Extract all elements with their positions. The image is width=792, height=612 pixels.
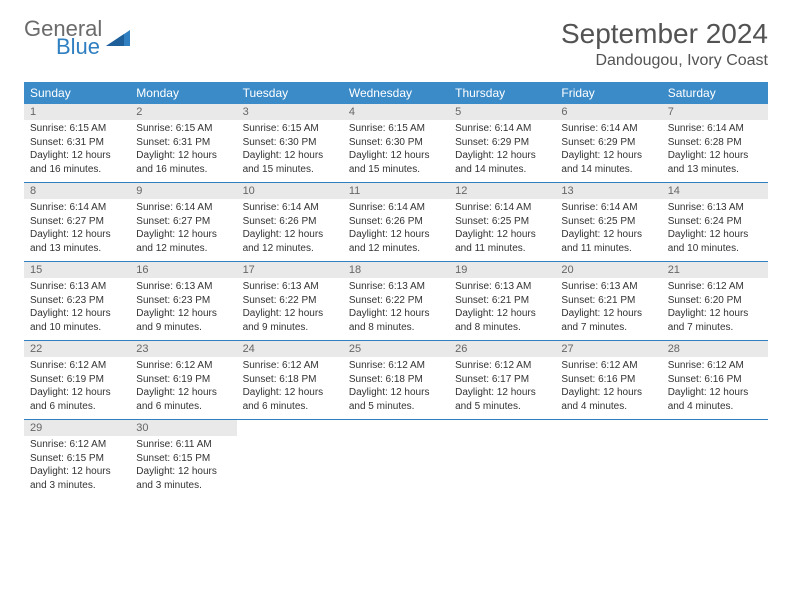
- day-content-cell: Sunrise: 6:13 AMSunset: 6:21 PMDaylight:…: [449, 278, 555, 341]
- day-content-cell: Sunrise: 6:15 AMSunset: 6:31 PMDaylight:…: [130, 120, 236, 183]
- day-content-cell: Sunrise: 6:12 AMSunset: 6:18 PMDaylight:…: [237, 357, 343, 420]
- day-number-cell: 28: [662, 341, 768, 358]
- day-content-row: Sunrise: 6:13 AMSunset: 6:23 PMDaylight:…: [24, 278, 768, 341]
- logo: General Blue: [24, 18, 132, 58]
- day-content-cell: Sunrise: 6:14 AMSunset: 6:27 PMDaylight:…: [130, 199, 236, 262]
- day-content-cell: Sunrise: 6:13 AMSunset: 6:23 PMDaylight:…: [130, 278, 236, 341]
- day-number-cell: [662, 420, 768, 437]
- day-number-cell: 5: [449, 104, 555, 120]
- day-content-cell: Sunrise: 6:15 AMSunset: 6:31 PMDaylight:…: [24, 120, 130, 183]
- month-title: September 2024: [561, 18, 768, 50]
- calendar-table: SundayMondayTuesdayWednesdayThursdayFrid…: [24, 82, 768, 498]
- day-number-cell: 15: [24, 262, 130, 279]
- day-header-cell: Tuesday: [237, 82, 343, 104]
- day-content-cell: Sunrise: 6:13 AMSunset: 6:24 PMDaylight:…: [662, 199, 768, 262]
- day-content-cell: Sunrise: 6:15 AMSunset: 6:30 PMDaylight:…: [237, 120, 343, 183]
- day-content-cell: Sunrise: 6:12 AMSunset: 6:17 PMDaylight:…: [449, 357, 555, 420]
- day-content-cell: Sunrise: 6:12 AMSunset: 6:16 PMDaylight:…: [662, 357, 768, 420]
- day-number-cell: 10: [237, 183, 343, 200]
- day-content-cell: Sunrise: 6:12 AMSunset: 6:15 PMDaylight:…: [24, 436, 130, 498]
- day-content-cell: Sunrise: 6:15 AMSunset: 6:30 PMDaylight:…: [343, 120, 449, 183]
- day-content-cell: Sunrise: 6:14 AMSunset: 6:29 PMDaylight:…: [449, 120, 555, 183]
- day-number-cell: 17: [237, 262, 343, 279]
- day-content-cell: [662, 436, 768, 498]
- day-number-cell: 8: [24, 183, 130, 200]
- day-number-cell: 1: [24, 104, 130, 120]
- day-number-row: 15161718192021: [24, 262, 768, 279]
- day-content-cell: Sunrise: 6:13 AMSunset: 6:23 PMDaylight:…: [24, 278, 130, 341]
- day-content-cell: Sunrise: 6:12 AMSunset: 6:16 PMDaylight:…: [555, 357, 661, 420]
- day-header-cell: Wednesday: [343, 82, 449, 104]
- day-number-cell: 12: [449, 183, 555, 200]
- day-number-cell: 20: [555, 262, 661, 279]
- day-number-cell: 7: [662, 104, 768, 120]
- day-header-row: SundayMondayTuesdayWednesdayThursdayFrid…: [24, 82, 768, 104]
- day-number-cell: 4: [343, 104, 449, 120]
- logo-triangle-icon: [106, 28, 132, 48]
- day-content-row: Sunrise: 6:15 AMSunset: 6:31 PMDaylight:…: [24, 120, 768, 183]
- day-header-cell: Monday: [130, 82, 236, 104]
- day-content-cell: Sunrise: 6:12 AMSunset: 6:19 PMDaylight:…: [130, 357, 236, 420]
- day-number-cell: 25: [343, 341, 449, 358]
- day-number-cell: [555, 420, 661, 437]
- day-number-cell: 19: [449, 262, 555, 279]
- day-number-row: 891011121314: [24, 183, 768, 200]
- day-number-cell: 21: [662, 262, 768, 279]
- day-content-cell: Sunrise: 6:12 AMSunset: 6:18 PMDaylight:…: [343, 357, 449, 420]
- day-content-cell: [343, 436, 449, 498]
- day-number-cell: 27: [555, 341, 661, 358]
- day-number-row: 2930: [24, 420, 768, 437]
- day-number-row: 22232425262728: [24, 341, 768, 358]
- day-number-cell: 3: [237, 104, 343, 120]
- day-number-cell: 18: [343, 262, 449, 279]
- logo-word2: Blue: [56, 36, 102, 58]
- day-number-cell: 23: [130, 341, 236, 358]
- day-content-row: Sunrise: 6:14 AMSunset: 6:27 PMDaylight:…: [24, 199, 768, 262]
- day-number-cell: 30: [130, 420, 236, 437]
- day-content-cell: Sunrise: 6:14 AMSunset: 6:27 PMDaylight:…: [24, 199, 130, 262]
- day-number-cell: [343, 420, 449, 437]
- day-content-cell: Sunrise: 6:14 AMSunset: 6:29 PMDaylight:…: [555, 120, 661, 183]
- day-content-cell: Sunrise: 6:13 AMSunset: 6:21 PMDaylight:…: [555, 278, 661, 341]
- day-content-cell: Sunrise: 6:13 AMSunset: 6:22 PMDaylight:…: [237, 278, 343, 341]
- day-header-cell: Sunday: [24, 82, 130, 104]
- header: General Blue September 2024 Dandougou, I…: [24, 18, 768, 70]
- day-number-cell: 24: [237, 341, 343, 358]
- day-content-cell: [237, 436, 343, 498]
- day-header-cell: Thursday: [449, 82, 555, 104]
- day-number-cell: [237, 420, 343, 437]
- day-content-cell: Sunrise: 6:13 AMSunset: 6:22 PMDaylight:…: [343, 278, 449, 341]
- day-content-cell: Sunrise: 6:14 AMSunset: 6:28 PMDaylight:…: [662, 120, 768, 183]
- day-number-cell: 9: [130, 183, 236, 200]
- day-number-cell: 26: [449, 341, 555, 358]
- day-header-cell: Saturday: [662, 82, 768, 104]
- day-content-row: Sunrise: 6:12 AMSunset: 6:15 PMDaylight:…: [24, 436, 768, 498]
- day-content-cell: Sunrise: 6:11 AMSunset: 6:15 PMDaylight:…: [130, 436, 236, 498]
- title-block: September 2024 Dandougou, Ivory Coast: [561, 18, 768, 70]
- day-number-cell: 22: [24, 341, 130, 358]
- day-content-cell: Sunrise: 6:12 AMSunset: 6:19 PMDaylight:…: [24, 357, 130, 420]
- day-content-cell: [555, 436, 661, 498]
- day-number-cell: 14: [662, 183, 768, 200]
- day-number-cell: [449, 420, 555, 437]
- day-number-cell: 2: [130, 104, 236, 120]
- day-content-cell: Sunrise: 6:12 AMSunset: 6:20 PMDaylight:…: [662, 278, 768, 341]
- location: Dandougou, Ivory Coast: [561, 52, 768, 70]
- day-number-cell: 16: [130, 262, 236, 279]
- day-content-cell: Sunrise: 6:14 AMSunset: 6:26 PMDaylight:…: [237, 199, 343, 262]
- day-content-cell: Sunrise: 6:14 AMSunset: 6:25 PMDaylight:…: [449, 199, 555, 262]
- day-number-cell: 11: [343, 183, 449, 200]
- day-header-cell: Friday: [555, 82, 661, 104]
- day-content-cell: [449, 436, 555, 498]
- day-content-row: Sunrise: 6:12 AMSunset: 6:19 PMDaylight:…: [24, 357, 768, 420]
- day-content-cell: Sunrise: 6:14 AMSunset: 6:25 PMDaylight:…: [555, 199, 661, 262]
- day-number-cell: 13: [555, 183, 661, 200]
- day-content-cell: Sunrise: 6:14 AMSunset: 6:26 PMDaylight:…: [343, 199, 449, 262]
- day-number-cell: 6: [555, 104, 661, 120]
- day-number-cell: 29: [24, 420, 130, 437]
- day-number-row: 1234567: [24, 104, 768, 120]
